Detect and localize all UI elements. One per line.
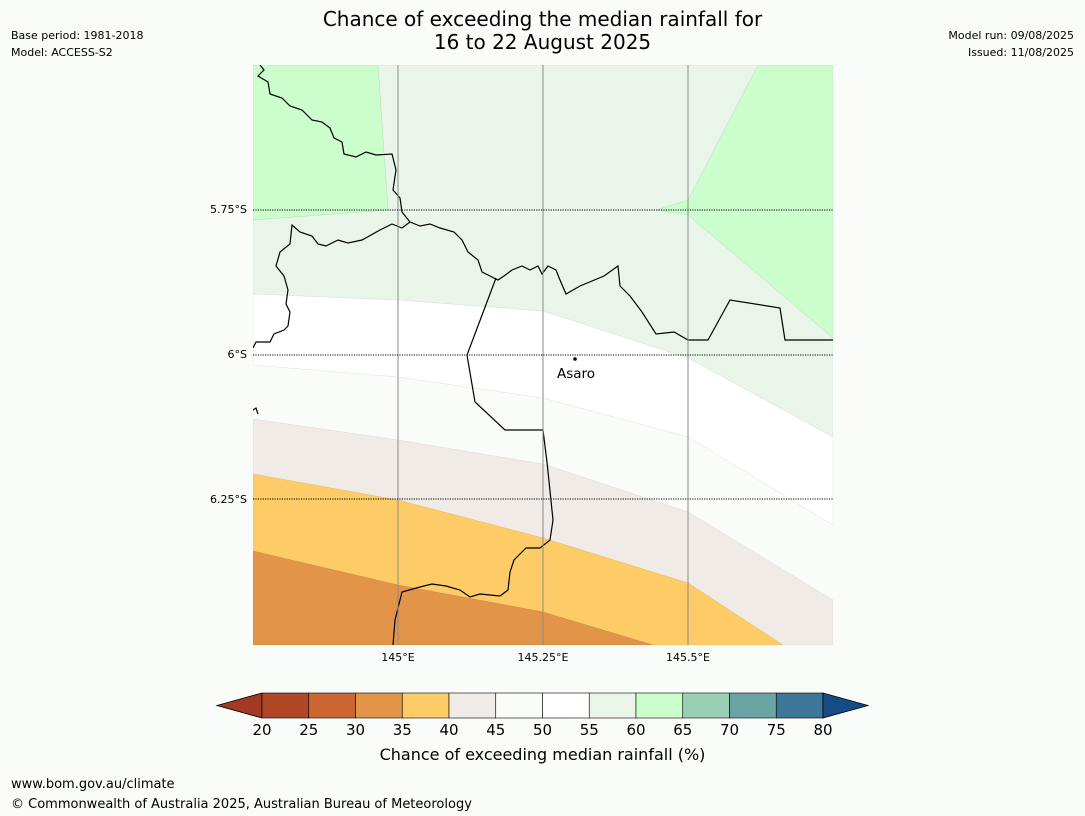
colorbar-tick-label: 60: [626, 721, 645, 739]
colorbar-segment: [775, 692, 824, 719]
colorbar-segment: [401, 692, 450, 719]
footer-url: www.bom.gov.au/climate: [11, 777, 175, 792]
colorbar-segment: [355, 692, 403, 719]
lon-label-145-25: 145.25°E: [518, 651, 569, 664]
colorbar-extend-high: [822, 692, 870, 719]
northern-boundary: [253, 65, 411, 349]
graticule: [253, 65, 833, 645]
boundary-lines: [253, 65, 833, 645]
provincial-boundary: [392, 277, 554, 645]
issued-date: Issued: 11/08/2025: [967, 46, 1074, 59]
colorbar-segment: [308, 692, 356, 719]
colorbar-tick-label: 55: [580, 721, 599, 739]
model-run: Model run: 09/08/2025: [948, 29, 1074, 42]
colorbar-tick-label: 65: [673, 721, 692, 739]
colorbar-tick-label: 30: [346, 721, 365, 739]
lat-label-6: 6°S: [228, 348, 247, 361]
meta-left: Base period: 1981-2018 Model: ACCESS-S2: [11, 27, 143, 61]
colorbar-label: Chance of exceeding median rainfall (%): [379, 745, 706, 764]
colorbar-tick-label: 20: [252, 721, 271, 739]
title-line-1: Chance of exceeding the median rainfall …: [322, 7, 763, 31]
meta-right: Model run: 09/08/2025 Issued: 11/08/2025: [948, 27, 1074, 61]
colorbar-segment: [542, 692, 590, 719]
colorbar: 20 25 30 35 40 45 50 55 60 65 70 75 80: [215, 692, 870, 739]
colorbar-segment: [682, 692, 730, 719]
colorbar-segment: [261, 692, 310, 719]
lon-label-145-5: 145.5°E: [666, 651, 710, 664]
lat-label-6-25: 6.25°S: [210, 493, 247, 506]
rainfall-map: Asaro 5.75°S 6°S 6.25°S 145°E 145.25°E 1…: [210, 65, 833, 664]
colorbar-segment: [495, 692, 543, 719]
map-fill-layers: Asaro: [253, 65, 833, 645]
colorbar-segment: [729, 692, 777, 719]
coast-fragment: [253, 407, 259, 415]
place-label: Asaro: [557, 366, 595, 382]
chart-title: Chance of exceeding the median rainfall …: [0, 8, 1085, 54]
base-period: Base period: 1981-2018: [11, 29, 144, 42]
colorbar-tick-label: 75: [767, 721, 786, 739]
colorbar-segment: [448, 692, 497, 719]
footer-copyright: © Commonwealth of Australia 2025, Austra…: [11, 797, 472, 812]
title-line-2: 16 to 22 August 2025: [433, 30, 652, 54]
colorbar-tick-label: 70: [720, 721, 739, 739]
model-name: Model: ACCESS-S2: [11, 46, 113, 59]
colorbar-tick-label: 80: [813, 721, 832, 739]
colorbar-extend-low: [215, 692, 263, 719]
colorbar-tick-label: 50: [533, 721, 552, 739]
colorbar-tick-label: 25: [299, 721, 318, 739]
central-ridge-line: [409, 221, 833, 341]
lat-label-5-75: 5.75°S: [210, 203, 247, 216]
colorbar-tick-label: 35: [393, 721, 412, 739]
lon-label-145: 145°E: [381, 651, 414, 664]
colorbar-tick-label: 40: [439, 721, 458, 739]
colorbar-tick-label: 45: [486, 721, 505, 739]
axis-labels: 5.75°S 6°S 6.25°S 145°E 145.25°E 145.5°E: [210, 203, 710, 664]
band-30-35: [253, 550, 654, 645]
colorbar-segment: [588, 692, 637, 719]
footer: www.bom.gov.au/climate © Commonwealth of…: [11, 775, 472, 815]
colorbar-segment: [635, 692, 684, 719]
place-marker: [573, 357, 577, 361]
